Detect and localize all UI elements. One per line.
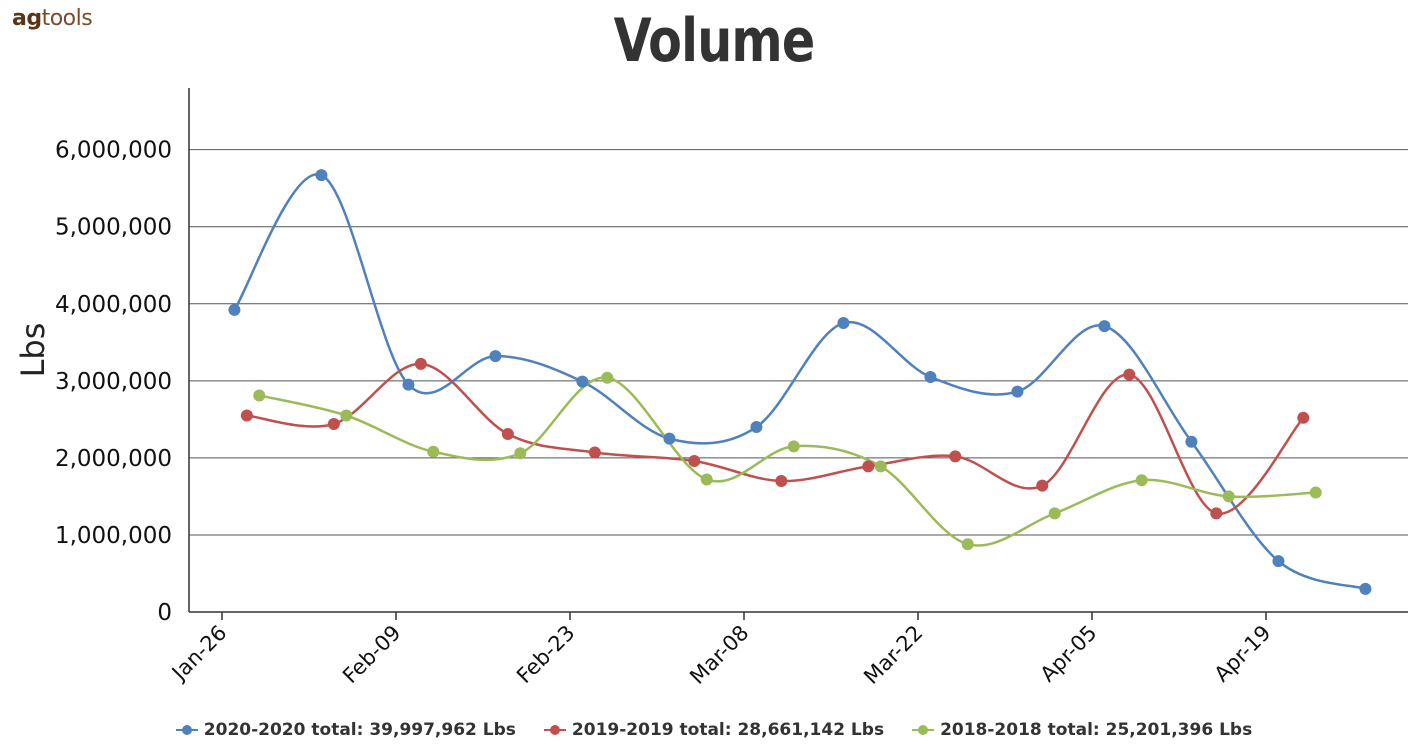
legend-label: 2020-2020 total: 39,997,962 Lbs bbox=[203, 720, 516, 740]
data-point bbox=[315, 169, 328, 182]
data-point bbox=[750, 421, 763, 434]
series-line-3 bbox=[259, 376, 1316, 547]
data-point bbox=[576, 375, 589, 388]
data-point bbox=[700, 473, 713, 486]
data-point bbox=[1036, 479, 1049, 492]
y-tick-label: 1,000,000 bbox=[55, 523, 172, 549]
y-tick-label: 5,000,000 bbox=[55, 215, 172, 241]
data-point bbox=[414, 357, 427, 370]
legend-swatch-dot bbox=[549, 725, 560, 735]
data-point bbox=[489, 350, 502, 363]
x-tick-label: Apr-19 bbox=[1210, 621, 1276, 687]
data-point bbox=[961, 538, 974, 551]
legend-item-3[interactable]: 2018-2018 total: 25,201,396 Lbs bbox=[912, 720, 1252, 740]
x-tick-label: Mar-22 bbox=[859, 621, 927, 689]
data-point bbox=[327, 417, 340, 430]
data-point bbox=[228, 303, 241, 316]
y-tick-label: 0 bbox=[157, 600, 172, 626]
data-point bbox=[601, 371, 614, 384]
data-point bbox=[663, 432, 676, 445]
data-point bbox=[1309, 486, 1322, 499]
y-tick-label: 6,000,000 bbox=[55, 138, 172, 164]
legend-label: 2018-2018 total: 25,201,396 Lbs bbox=[940, 720, 1253, 740]
data-point bbox=[1011, 385, 1024, 398]
x-tick-label: Apr-05 bbox=[1036, 621, 1102, 687]
data-point bbox=[1297, 411, 1310, 424]
data-point bbox=[1272, 555, 1285, 568]
agtools-logo: agtools bbox=[12, 6, 93, 31]
data-point bbox=[501, 427, 514, 440]
x-tick-label: Feb-09 bbox=[338, 621, 406, 689]
data-point bbox=[874, 460, 887, 473]
brand-rest: tools bbox=[41, 6, 93, 31]
data-point bbox=[837, 317, 850, 330]
data-point bbox=[775, 475, 788, 487]
data-point bbox=[340, 409, 353, 422]
y-axis-ticks: 0 1,000,000 2,000,000 3,000,000 4,000,000 5,0… bbox=[55, 138, 172, 626]
data-point bbox=[924, 370, 937, 383]
chart-legend: 2020-2020 total: 39,997,962 Lbs 2019-2019… bbox=[0, 720, 1428, 740]
data-point bbox=[253, 389, 266, 402]
data-point bbox=[427, 445, 440, 458]
data-point bbox=[1185, 435, 1198, 448]
data-point bbox=[688, 454, 701, 467]
data-point bbox=[949, 450, 962, 463]
line-chart: 0 1,000,000 2,000,000 3,000,000 4,000,000 5,0… bbox=[14, 88, 1408, 689]
data-point bbox=[402, 378, 415, 391]
legend-swatch bbox=[543, 724, 566, 736]
y-tick-label: 4,000,000 bbox=[55, 292, 172, 318]
data-point bbox=[588, 446, 601, 459]
y-tick-label: 2,000,000 bbox=[55, 446, 172, 472]
data-point bbox=[862, 460, 875, 473]
data-point bbox=[1123, 368, 1136, 381]
data-point bbox=[1210, 507, 1223, 520]
legend-swatch-dot bbox=[181, 725, 192, 735]
data-point bbox=[1048, 507, 1061, 520]
x-tick-label: Jan-26 bbox=[166, 621, 232, 687]
data-point bbox=[1222, 490, 1235, 503]
legend-label: 2019-2019 total: 28,661,142 Lbs bbox=[571, 720, 885, 740]
data-point bbox=[240, 409, 253, 422]
brand-bold: ag bbox=[12, 6, 42, 31]
legend-swatch bbox=[912, 724, 935, 736]
data-point bbox=[1098, 320, 1111, 333]
series-line-1 bbox=[233, 173, 1366, 591]
y-axis-label: Lbs bbox=[14, 323, 52, 378]
grid-lines bbox=[189, 149, 1408, 536]
x-tick-label: Feb-23 bbox=[512, 621, 580, 689]
series-points bbox=[228, 169, 1372, 595]
legend-swatch bbox=[175, 724, 198, 736]
x-tick-label: Mar-08 bbox=[685, 621, 753, 689]
chart-title: Volume bbox=[613, 6, 816, 76]
data-point bbox=[1359, 582, 1372, 595]
x-axis-ticks: Jan-26 Feb-09 Feb-23 Mar-08 Mar-22 Apr-05 Apr-… bbox=[166, 612, 1276, 689]
legend-item-2[interactable]: 2019-2019 total: 28,661,142 Lbs bbox=[543, 720, 885, 740]
y-tick-label: 3,000,000 bbox=[55, 369, 172, 395]
data-point bbox=[787, 440, 800, 453]
data-point bbox=[1135, 474, 1148, 487]
data-point bbox=[514, 447, 527, 460]
legend-item-1[interactable]: 2020-2020 total: 39,997,962 Lbs bbox=[175, 720, 516, 740]
axes bbox=[188, 88, 1408, 613]
legend-swatch-dot bbox=[918, 725, 929, 735]
